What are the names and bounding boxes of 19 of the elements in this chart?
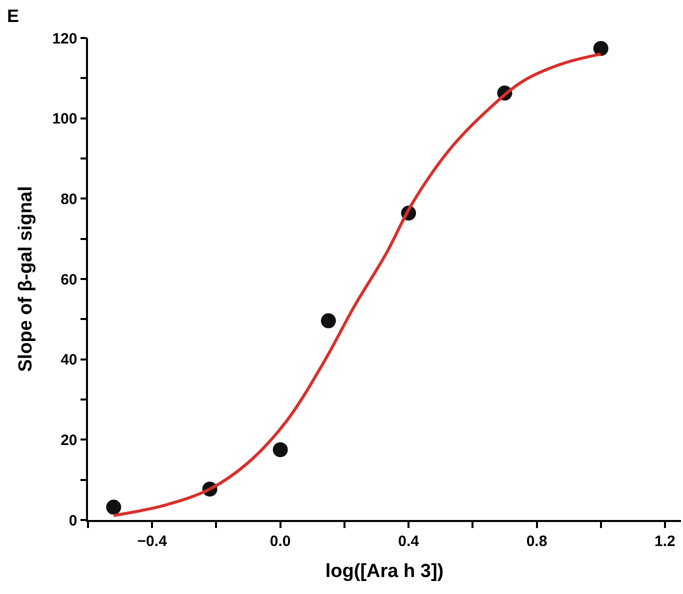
x-tick-label: 0.4: [398, 532, 420, 550]
y-tick-label: 100: [52, 110, 78, 128]
y-tick-label: 60: [60, 271, 78, 288]
point: [320, 313, 336, 328]
x-tick-label: −0.4: [137, 532, 168, 550]
x-tick-label: 0.0: [270, 532, 291, 550]
text: E: [7, 6, 20, 26]
y-tick-label: 20: [60, 432, 78, 449]
point: [272, 442, 288, 458]
x-tick-label: 0.8: [526, 532, 548, 550]
point: [593, 40, 608, 56]
y-tick-label: 0: [68, 512, 78, 530]
y-tick-label: 120: [52, 30, 78, 48]
point: [106, 500, 122, 515]
x-tick-label: 1.2: [654, 532, 676, 550]
y-tick-label: 40: [60, 352, 78, 369]
y-axis-title: Slope of β-gal signal: [16, 186, 37, 372]
y-tick-label: 80: [60, 190, 78, 208]
x-axis-title: log([Ara h 3]): [325, 561, 444, 582]
